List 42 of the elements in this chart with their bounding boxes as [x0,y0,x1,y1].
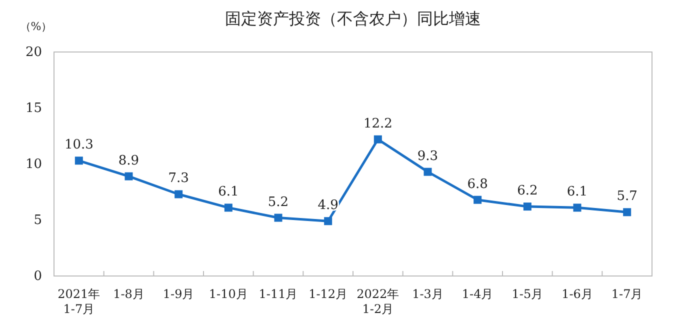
data-label: 6.1 [218,184,239,200]
data-label: 12.2 [363,116,392,132]
x-tick-label: 1-6月 [562,287,593,301]
x-tick-label: 1-5月 [512,287,544,301]
x-tick-label: 1-10月 [208,287,248,301]
y-tick-label: 20 [25,45,42,60]
data-label: 5.7 [616,189,638,204]
data-label: 6.2 [517,184,538,199]
point [623,208,632,216]
data-label: 5.2 [268,194,289,210]
x-tick-label: 2022年 1-2月 [356,287,400,316]
point [374,135,382,144]
x-tick-label: 1-11月 [258,287,298,301]
x-tick-label: 2021年 1-7月 [58,287,100,316]
data-label: 6.1 [566,184,588,200]
y-axis-title: （%） [20,20,52,33]
point [474,196,482,204]
point [224,204,232,212]
point [274,214,282,222]
y-tick-label: 15 [25,101,42,116]
x-tick-label: 1-12月 [308,287,348,301]
x-tick-label: 1-8月 [113,287,144,301]
x-tick-label: 1-3月 [412,287,444,301]
data-label: 9.3 [417,148,438,164]
data-label: 6.8 [467,176,488,192]
x-tick-label: 1-9月 [162,287,194,301]
point [424,168,432,176]
data-label: 7.3 [168,171,189,186]
point [324,217,332,226]
y-tick-label: 10 [25,157,42,172]
data-label: 8.9 [118,153,140,168]
x-tick-label: 1-4月 [462,287,494,301]
point [573,204,582,212]
point [74,156,83,165]
chart-title: 固定资产投资（不含农户）同比增速 [225,9,481,28]
x-tick-label: 1-7月 [611,287,643,301]
y-tick-label: 5 [34,213,42,228]
point [523,202,532,211]
y-tick-label: 0 [34,269,42,284]
point [174,190,183,198]
point [124,172,133,180]
data-label: 10.3 [64,138,94,153]
